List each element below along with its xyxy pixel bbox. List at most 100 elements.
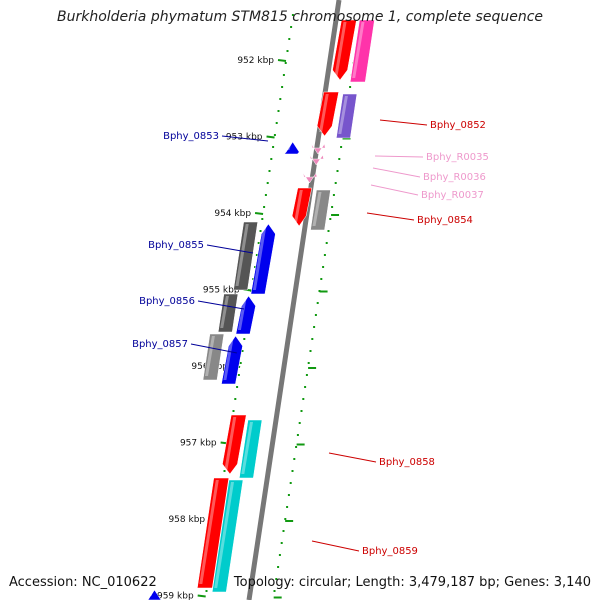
gene-arrow-blue-shine bbox=[237, 298, 247, 330]
tick-dot bbox=[288, 38, 291, 40]
tick-dot bbox=[320, 278, 323, 280]
gene-label: Bphy_0852 bbox=[430, 120, 486, 131]
tick-label: 952 kbp bbox=[237, 56, 274, 66]
tick-dot bbox=[293, 458, 296, 460]
tick-dot bbox=[313, 326, 316, 328]
tick-dot bbox=[323, 254, 326, 256]
tick-dot bbox=[298, 422, 301, 424]
tick-label: 955 kbp bbox=[203, 286, 240, 296]
major-tick bbox=[277, 59, 287, 62]
gene-arrow-red bbox=[197, 477, 230, 589]
major-tick bbox=[266, 135, 275, 139]
gene-arrow-red-shine bbox=[294, 190, 303, 222]
gene-arrow-darkgray-shine bbox=[235, 224, 249, 286]
tick-dot bbox=[264, 194, 267, 196]
gene-arrow-darkgray-shine bbox=[220, 296, 229, 328]
tick-dot bbox=[284, 518, 287, 520]
tick-dot bbox=[291, 470, 294, 472]
tick-dot bbox=[332, 194, 335, 196]
tick-label: 954 kbp bbox=[214, 209, 251, 219]
tick-dot bbox=[277, 566, 280, 568]
gene-arrow-darkgray bbox=[233, 221, 258, 291]
gene-arrow-red-shine bbox=[334, 22, 347, 76]
gene-leader-line bbox=[366, 212, 415, 221]
tick-dot bbox=[266, 182, 269, 184]
gene-leader-line bbox=[372, 167, 421, 178]
tick-dot bbox=[331, 206, 334, 208]
gene-arrow-gray-shine bbox=[205, 336, 215, 376]
tick-dot bbox=[307, 362, 310, 364]
tick-dot bbox=[325, 242, 328, 244]
gene-leader-line bbox=[379, 119, 428, 126]
tick-dot bbox=[314, 314, 317, 316]
gene-arrow-gray bbox=[310, 189, 331, 231]
tick-dot bbox=[327, 230, 330, 232]
tick-dot bbox=[316, 302, 319, 304]
tick-dot bbox=[268, 170, 271, 172]
gene-rna-pink bbox=[309, 154, 324, 166]
tick-dot bbox=[329, 218, 332, 220]
gene-label: Bphy_0853 bbox=[163, 131, 219, 142]
tick-dot bbox=[205, 590, 208, 592]
tick-label: 953 kbp bbox=[226, 133, 263, 143]
tick-dot bbox=[286, 506, 289, 508]
tick-dot bbox=[243, 338, 246, 340]
tick-dot bbox=[309, 350, 312, 352]
gene-arrow-blue-shine bbox=[223, 338, 234, 380]
gene-arrow-red bbox=[316, 91, 340, 137]
gene-arrow-darkgray bbox=[217, 293, 239, 333]
tick-dot bbox=[241, 350, 244, 352]
gene-label: Bphy_0855 bbox=[148, 240, 204, 251]
gene-rna-pink bbox=[311, 143, 326, 155]
gene-arrow-red bbox=[332, 19, 357, 81]
gene-arrow-blue bbox=[283, 141, 300, 155]
major-tick bbox=[254, 212, 264, 215]
tick-dot bbox=[223, 470, 226, 472]
tick-dot bbox=[257, 242, 260, 244]
tick-dot bbox=[275, 578, 278, 580]
tick-dot bbox=[277, 110, 280, 112]
gene-label: Bphy_R0035 bbox=[426, 152, 489, 163]
tick-dot bbox=[263, 206, 266, 208]
gene-leader-line bbox=[328, 452, 377, 463]
topology-text: Topology: circular; Length: 3,479,187 bp… bbox=[233, 575, 591, 590]
gene-arrow-magenta bbox=[349, 19, 375, 83]
gene-arrow-cyan bbox=[239, 419, 263, 479]
tick-dot bbox=[338, 158, 341, 160]
tick-dot bbox=[232, 410, 235, 412]
tick-label: 959 kbp bbox=[157, 592, 194, 601]
tick-dot bbox=[282, 74, 285, 76]
gene-label: Bphy_R0036 bbox=[423, 172, 486, 183]
gene-arrow-gray-shine bbox=[312, 192, 322, 226]
tick-dot bbox=[304, 386, 307, 388]
gene-leader-line bbox=[221, 135, 269, 142]
tick-dot bbox=[236, 386, 239, 388]
tick-dot bbox=[318, 290, 321, 292]
tick-label: 957 kbp bbox=[180, 439, 217, 449]
gene-arrow-red-shine bbox=[319, 94, 329, 132]
tick-dot bbox=[254, 266, 257, 268]
tick-dot bbox=[279, 98, 282, 100]
map-title: Burkholderia phymatum STM815 chromosome … bbox=[56, 9, 543, 25]
tick-dot bbox=[322, 266, 325, 268]
tick-dot bbox=[291, 14, 294, 16]
tick-dot bbox=[287, 494, 290, 496]
gene-arrow-blue-shine bbox=[252, 226, 267, 290]
gene-leader-line bbox=[190, 343, 238, 354]
tick-dot bbox=[237, 374, 240, 376]
tick-dot bbox=[340, 146, 343, 148]
tick-dot bbox=[255, 254, 258, 256]
gene-leader-line bbox=[370, 184, 419, 196]
gene-arrow-red-shine bbox=[199, 480, 219, 584]
major-tick bbox=[197, 594, 206, 598]
tick-dot bbox=[273, 134, 276, 136]
tick-dot bbox=[270, 158, 273, 160]
gene-label: Bphy_R0037 bbox=[421, 190, 484, 201]
gene-label: Bphy_0857 bbox=[132, 339, 188, 350]
tick-dot bbox=[282, 530, 285, 532]
tick-dot bbox=[296, 434, 299, 436]
gene-arrow-cyan bbox=[211, 479, 244, 593]
tick-dot bbox=[234, 398, 237, 400]
